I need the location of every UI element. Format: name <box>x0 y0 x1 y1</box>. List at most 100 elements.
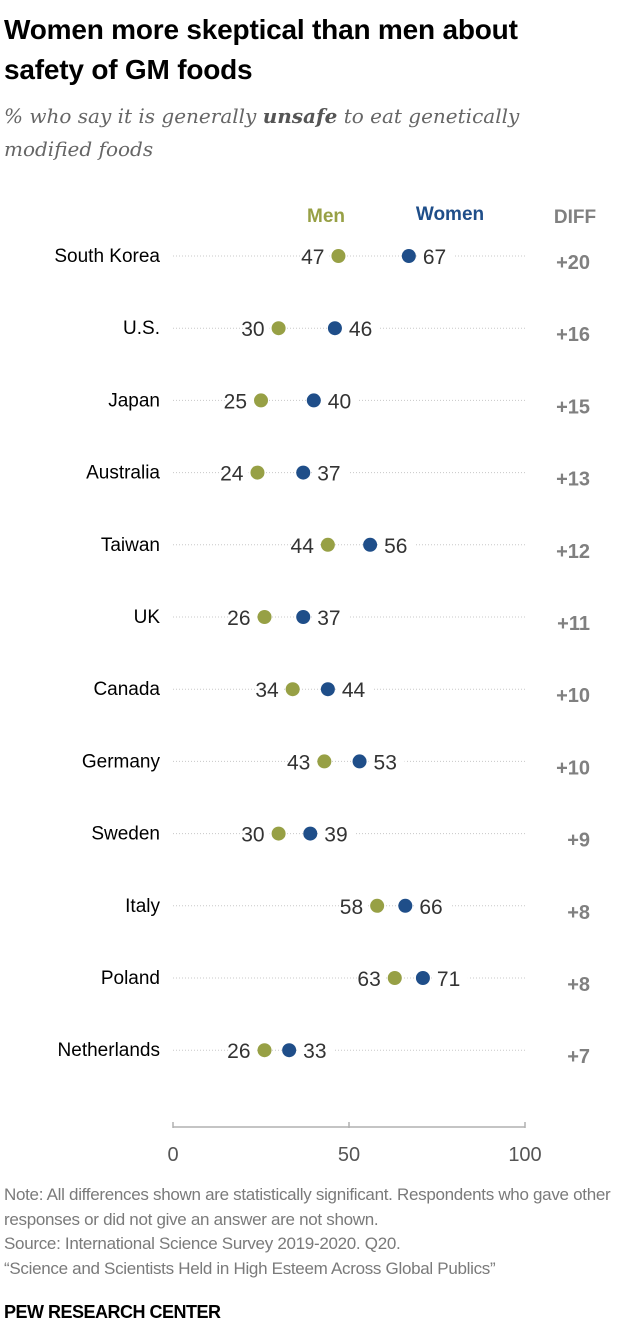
men-dot <box>370 898 385 913</box>
women-value-label: 46 <box>349 318 372 341</box>
men-dot <box>254 393 268 408</box>
label-mask <box>417 244 454 268</box>
label-mask <box>298 1038 335 1063</box>
women-value-label: 53 <box>374 751 397 774</box>
women-dot <box>415 971 430 985</box>
men-value-label: 30 <box>241 824 264 847</box>
brand-logo: PEW RESEARCH CENTER <box>4 1302 221 1322</box>
women-dot <box>296 465 311 480</box>
category-label: Italy <box>125 896 160 917</box>
women-value-label: 56 <box>384 535 407 558</box>
label-mask <box>242 821 270 846</box>
diff-value: +8 <box>567 902 590 924</box>
men-dot <box>317 754 332 769</box>
men-value-label: 30 <box>241 318 264 341</box>
category-label: Germany <box>82 751 161 772</box>
category-label: U.S. <box>123 318 160 339</box>
men-value-label: 25 <box>224 390 247 413</box>
men-dot <box>271 321 286 336</box>
category-label: Poland <box>101 968 160 989</box>
women-dot <box>327 321 342 336</box>
men-dot <box>257 610 272 624</box>
women-value-label: 33 <box>303 1040 326 1063</box>
men-value-label: 47 <box>301 246 324 269</box>
label-mask <box>225 388 252 413</box>
men-dot <box>320 537 335 552</box>
x-tick-label: 0 <box>167 1144 178 1166</box>
category-label: Japan <box>108 390 160 411</box>
x-tick-label: 100 <box>508 1144 541 1166</box>
men-dot <box>257 1043 272 1058</box>
label-mask <box>368 749 405 774</box>
women-value-label: 40 <box>328 390 351 413</box>
women-dot <box>306 393 321 408</box>
men-value-label: 24 <box>220 463 244 486</box>
x-tick-label: 50 <box>338 1144 360 1166</box>
subtitle-text: % who say it is generally <box>4 104 263 128</box>
label-mask <box>256 677 284 702</box>
diff-value: +10 <box>556 685 590 707</box>
men-dot <box>250 465 265 480</box>
men-value-label: 34 <box>255 679 279 702</box>
label-mask <box>379 532 416 557</box>
women-value-label: 39 <box>324 824 347 847</box>
diff-value: +11 <box>557 613 590 635</box>
report-title: “Science and Scientists Held in High Est… <box>4 1258 496 1278</box>
category-label: UK <box>134 607 161 628</box>
category-label: South Korea <box>54 246 160 267</box>
label-mask <box>341 893 369 918</box>
women-dot <box>296 610 311 624</box>
label-mask <box>242 316 270 341</box>
women-value-label: 67 <box>423 246 446 269</box>
men-value-label: 44 <box>291 535 315 558</box>
legend-women: Women <box>416 204 484 225</box>
women-value-label: 37 <box>317 607 340 630</box>
diff-value: +16 <box>556 324 590 346</box>
label-mask <box>288 749 316 774</box>
men-value-label: 58 <box>340 896 363 919</box>
chart-title: Women more skeptical than men about safe… <box>4 14 518 85</box>
label-mask <box>221 460 249 485</box>
label-mask <box>228 1038 256 1063</box>
diff-value: +9 <box>567 830 590 852</box>
category-label: Sweden <box>91 824 160 845</box>
subtitle-text-end: to eat genetically modified foods <box>4 104 520 161</box>
label-mask <box>336 677 373 702</box>
diff-header: DIFF <box>554 207 596 228</box>
diff-value: +10 <box>556 757 590 779</box>
source-text: Source: International Science Survey 201… <box>4 1234 401 1253</box>
women-dot <box>320 682 335 697</box>
label-mask <box>228 605 256 629</box>
women-value-label: 71 <box>437 968 460 991</box>
diff-value: +15 <box>556 396 590 418</box>
women-dot <box>282 1043 297 1058</box>
subtitle-emphasis: unsafe <box>262 104 338 128</box>
category-label: Canada <box>93 679 160 700</box>
men-dot <box>387 971 402 985</box>
men-dot <box>285 682 300 697</box>
women-dot <box>352 754 367 769</box>
label-mask <box>358 966 386 990</box>
legend-men: Men <box>307 206 345 227</box>
footnote: Note: All differences shown are statisti… <box>4 1183 620 1281</box>
men-value-label: 26 <box>227 607 250 630</box>
men-value-label: 26 <box>227 1040 250 1063</box>
label-mask <box>414 893 451 918</box>
men-dot <box>331 249 346 263</box>
label-mask <box>319 821 356 846</box>
diff-value: +20 <box>556 252 590 274</box>
label-mask <box>291 532 319 557</box>
women-dot <box>401 249 416 263</box>
women-value-label: 44 <box>342 679 366 702</box>
label-mask <box>343 316 380 341</box>
women-value-label: 37 <box>317 463 340 486</box>
category-label: Australia <box>86 463 160 484</box>
men-dot <box>271 826 286 841</box>
diff-value: +7 <box>567 1046 590 1068</box>
label-mask <box>312 605 349 629</box>
diff-value: +8 <box>567 974 590 996</box>
note-text: Note: All differences shown are statisti… <box>4 1185 611 1229</box>
label-mask <box>302 244 330 268</box>
label-mask <box>322 388 359 413</box>
